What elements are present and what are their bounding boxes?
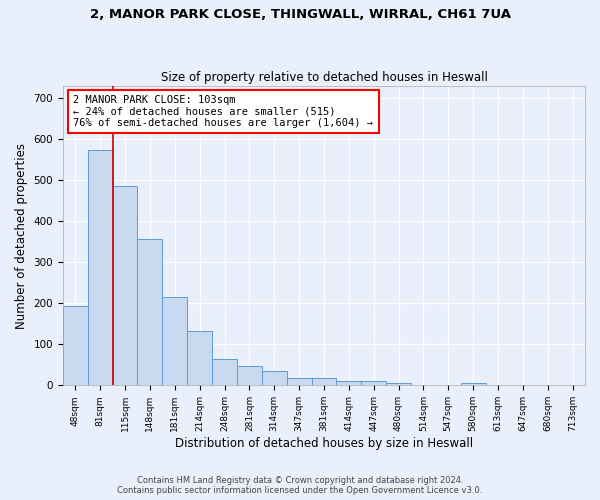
Bar [113, 186, 137, 386]
Bar [212, 358, 237, 386]
Bar [361, 381, 386, 386]
Bar [311, 378, 337, 386]
Bar [187, 331, 212, 386]
X-axis label: Distribution of detached houses by size in Heswall: Distribution of detached houses by size … [175, 437, 473, 450]
Bar [386, 383, 411, 386]
Text: Contains HM Land Registry data © Crown copyright and database right 2024.
Contai: Contains HM Land Registry data © Crown c… [118, 476, 482, 495]
Title: Size of property relative to detached houses in Heswall: Size of property relative to detached ho… [161, 70, 487, 84]
Bar [237, 366, 262, 386]
Bar [63, 306, 88, 386]
Text: 2, MANOR PARK CLOSE, THINGWALL, WIRRAL, CH61 7UA: 2, MANOR PARK CLOSE, THINGWALL, WIRRAL, … [89, 8, 511, 20]
Y-axis label: Number of detached properties: Number of detached properties [15, 142, 28, 328]
Bar [88, 150, 113, 386]
Bar [262, 370, 287, 386]
Bar [137, 239, 163, 386]
Bar [337, 381, 361, 386]
Bar [287, 378, 311, 386]
Bar [461, 383, 485, 386]
Text: 2 MANOR PARK CLOSE: 103sqm
← 24% of detached houses are smaller (515)
76% of sem: 2 MANOR PARK CLOSE: 103sqm ← 24% of deta… [73, 95, 373, 128]
Bar [163, 297, 187, 386]
